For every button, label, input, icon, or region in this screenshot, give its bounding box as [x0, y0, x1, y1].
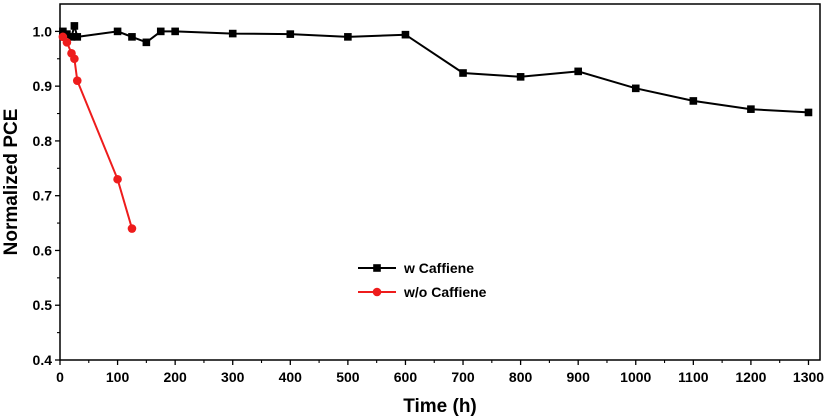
- x-tick-label: 500: [336, 369, 360, 385]
- y-tick-label: 1.0: [33, 23, 53, 39]
- x-tick-label: 400: [279, 369, 303, 385]
- data-point: [67, 33, 76, 41]
- plot-frame: [59, 3, 821, 361]
- y-tick-label: 0.5: [33, 297, 53, 313]
- data-point: [804, 108, 813, 117]
- series-2: [58, 32, 137, 233]
- x-tick-label: 100: [106, 369, 130, 385]
- data-point: [128, 33, 136, 41]
- data-point: [459, 69, 467, 77]
- series-line: [62, 36, 133, 229]
- data-point: [72, 76, 82, 85]
- y-tick-label: 0.7: [33, 188, 53, 204]
- legend-marker: [373, 264, 381, 272]
- data-point: [142, 38, 151, 47]
- x-tick-label: 600: [394, 369, 418, 385]
- data-point: [62, 38, 72, 47]
- data-point: [73, 33, 82, 41]
- x-axis-title: Time (h): [403, 396, 477, 417]
- data-point: [59, 27, 67, 36]
- data-point: [70, 54, 79, 64]
- data-point: [689, 97, 698, 105]
- data-point: [516, 73, 525, 81]
- y-tick-label: 0.4: [33, 352, 53, 368]
- data-point: [574, 67, 582, 76]
- x-tick-label: 1300: [793, 369, 824, 385]
- y-axis-title: Normalized PCE: [1, 109, 22, 256]
- y-tick-label: 0.8: [33, 133, 53, 149]
- data-point: [344, 33, 352, 41]
- data-point: [113, 174, 122, 184]
- data-point: [228, 29, 237, 38]
- legend: w Caffiene w/o Caffiene: [358, 260, 487, 300]
- axis-ticks: 0 100 200 300 400 500 600 700 800 900 1000 1100 1200…: [33, 23, 825, 385]
- x-tick-label: 1000: [620, 369, 651, 385]
- legend-label: w Caffiene: [403, 260, 474, 276]
- data-point: [63, 30, 71, 38]
- data-point: [631, 84, 640, 93]
- series-layer: [58, 21, 813, 233]
- x-tick-label: 800: [509, 369, 533, 385]
- x-tick-label: 200: [163, 369, 187, 385]
- data-point: [171, 27, 179, 36]
- data-point: [70, 22, 79, 30]
- data-point: [156, 27, 165, 36]
- x-tick-label: 700: [451, 369, 475, 385]
- y-tick-label: 0.9: [33, 78, 53, 94]
- y-tick-label: 0.6: [33, 242, 53, 258]
- x-tick-label: 300: [221, 369, 245, 385]
- legend-label: w/o Caffiene: [403, 284, 487, 300]
- x-tick-label: 1100: [678, 369, 709, 385]
- x-tick-label: 1200: [735, 369, 766, 385]
- x-tick-label: 0: [56, 369, 64, 385]
- legend-marker: [372, 287, 382, 297]
- data-point: [286, 30, 295, 38]
- x-tick-label: 900: [567, 369, 591, 385]
- data-point: [127, 224, 137, 233]
- data-point: [113, 27, 122, 36]
- data-point: [747, 105, 755, 113]
- series-1: [59, 21, 813, 117]
- data-point: [401, 30, 410, 39]
